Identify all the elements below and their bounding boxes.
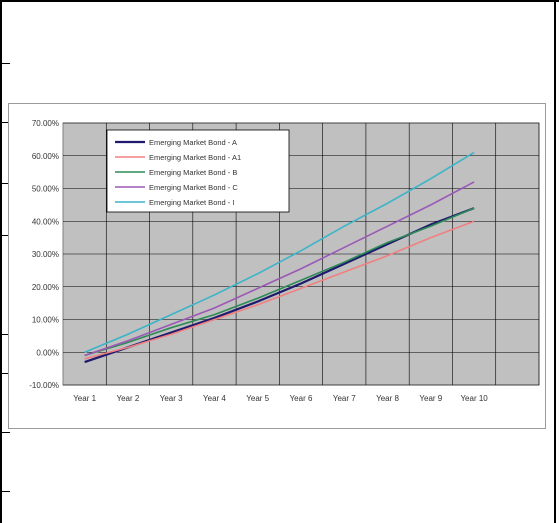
row-divider bbox=[0, 334, 10, 335]
row-divider bbox=[0, 235, 10, 236]
y-tick-label: 60.00% bbox=[32, 152, 59, 161]
x-tick-label: Year 4 bbox=[203, 394, 226, 403]
y-tick-label: -10.00% bbox=[29, 381, 59, 390]
y-tick-label: 0.00% bbox=[36, 348, 59, 357]
x-tick-label: Year 1 bbox=[73, 394, 96, 403]
x-tick-label: Year 9 bbox=[419, 394, 442, 403]
series-line bbox=[84, 181, 475, 357]
y-tick-label: 20.00% bbox=[32, 283, 59, 292]
row-divider bbox=[0, 122, 10, 123]
row-divider bbox=[0, 432, 10, 433]
y-tick-label: 40.00% bbox=[32, 217, 59, 226]
series-line bbox=[84, 220, 475, 360]
row-divider bbox=[0, 183, 10, 184]
y-tick-label: 10.00% bbox=[32, 316, 59, 325]
frame-top-border bbox=[0, 0, 559, 2]
row-divider bbox=[0, 491, 10, 492]
legend-label: Emerging Market Bond - A bbox=[149, 138, 237, 147]
y-tick-label: 70.00% bbox=[32, 119, 59, 128]
legend-label: Emerging Market Bond - C bbox=[149, 183, 238, 192]
y-tick-label: 30.00% bbox=[32, 250, 59, 259]
legend-label: Emerging Market Bond - A1 bbox=[149, 153, 241, 162]
x-tick-label: Year 10 bbox=[460, 394, 488, 403]
legend-label: Emerging Market Bond - B bbox=[149, 168, 237, 177]
series-line bbox=[84, 151, 475, 353]
x-tick-label: Year 3 bbox=[160, 394, 183, 403]
x-tick-label: Year 5 bbox=[246, 394, 269, 403]
x-tick-label: Year 8 bbox=[376, 394, 399, 403]
x-tick-label: Year 2 bbox=[116, 394, 139, 403]
legend-label: Emerging Market Bond - I bbox=[149, 198, 234, 207]
frame-left-border bbox=[0, 0, 2, 523]
frame-right-border bbox=[554, 0, 556, 523]
x-tick-label: Year 7 bbox=[333, 394, 356, 403]
series-line bbox=[84, 207, 475, 357]
y-tick-label: 50.00% bbox=[32, 185, 59, 194]
line-chart: -10.00% 0.00% 10.00% 20.00% 30.00% 40.00% 50.0… bbox=[29, 119, 540, 403]
row-divider bbox=[0, 373, 10, 374]
x-tick-label: Year 6 bbox=[290, 394, 313, 403]
row-divider bbox=[0, 63, 10, 64]
chart-container: -10.00% 0.00% 10.00% 20.00% 30.00% 40.00% 50.0… bbox=[8, 103, 546, 429]
legend-box bbox=[106, 129, 290, 213]
